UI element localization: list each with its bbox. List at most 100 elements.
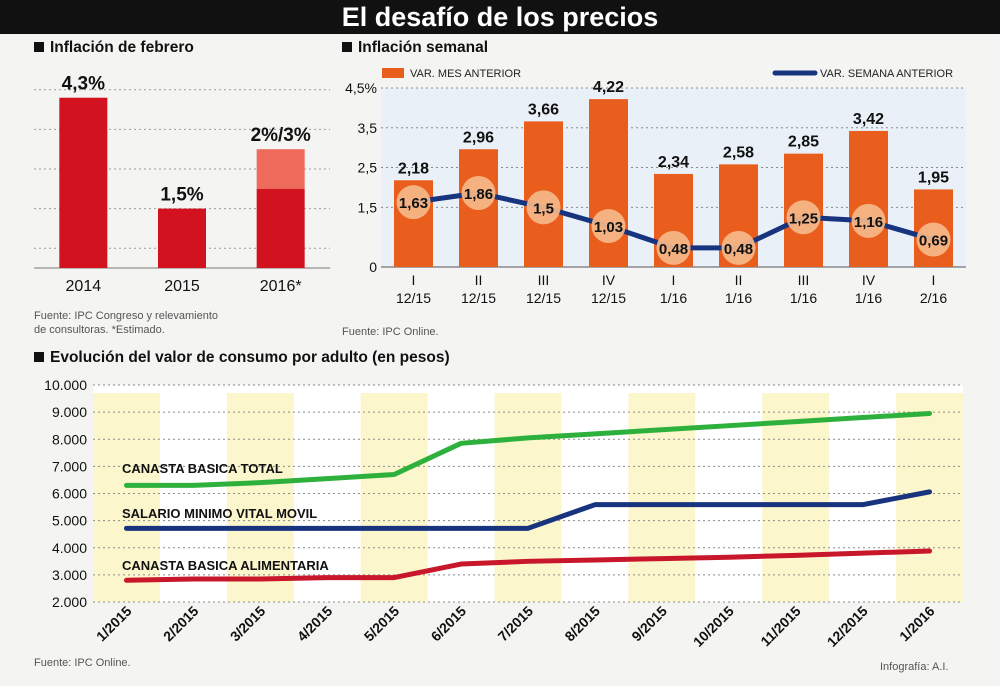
y-tick-label: 5.000 bbox=[52, 513, 87, 529]
evolucion-title: Evolución del valor de consumo por adult… bbox=[50, 349, 450, 366]
line-point bbox=[656, 230, 691, 265]
semanal-title-block: Inflación semanal bbox=[342, 39, 488, 57]
evolucion-title-block: Evolución del valor de consumo por adult… bbox=[34, 349, 450, 367]
tick-label: II bbox=[475, 272, 483, 288]
line-point bbox=[721, 230, 756, 265]
evolucion-source: Fuente: IPC Online. bbox=[34, 657, 131, 669]
line-value-label: 1,03 bbox=[594, 219, 623, 236]
bar-value-label: 4,22 bbox=[593, 79, 624, 96]
series-label: CANASTA BASICA ALIMENTARIA bbox=[122, 558, 329, 573]
line-point bbox=[526, 190, 561, 225]
tick-label: IV bbox=[602, 272, 616, 288]
bar-value-label: 3,42 bbox=[853, 111, 884, 128]
tick-label: III bbox=[538, 272, 550, 288]
bar bbox=[158, 208, 206, 268]
y-tick-label: 2,5 bbox=[358, 160, 378, 176]
bar bbox=[256, 188, 305, 268]
tick-label: 12/15 bbox=[461, 290, 496, 306]
semanal-source: Fuente: IPC Online. bbox=[342, 326, 439, 338]
column-band bbox=[494, 393, 562, 602]
tick-label: 7/2015 bbox=[495, 603, 537, 645]
column-band bbox=[628, 393, 696, 602]
tick-label: 10/2015 bbox=[690, 603, 737, 650]
febrero-title-block: Inflación de febrero bbox=[34, 39, 194, 57]
bar-value-label: 1,95 bbox=[918, 169, 949, 186]
y-tick-label: 7.000 bbox=[52, 458, 87, 474]
y-tick-label: 1,5 bbox=[358, 199, 378, 215]
section-square-icon bbox=[34, 352, 44, 362]
tick-label: 1/16 bbox=[725, 290, 752, 306]
tick-label: 2015 bbox=[164, 278, 200, 295]
tick-label: 1/16 bbox=[790, 290, 817, 306]
line-point bbox=[461, 176, 496, 211]
data-label: 1,5% bbox=[160, 185, 203, 206]
main-title: El desafío de los precios bbox=[341, 2, 659, 32]
tick-label: 12/15 bbox=[526, 290, 561, 306]
febrero-title: Inflación de febrero bbox=[50, 39, 194, 56]
series-label: SALARIO MINIMO VITAL MOVIL bbox=[122, 506, 317, 521]
y-tick-label: 9.000 bbox=[52, 404, 87, 420]
legend-swatch bbox=[382, 68, 404, 78]
bar-value-label: 2,18 bbox=[398, 160, 429, 177]
line-point bbox=[916, 222, 951, 257]
tick-label: 9/2015 bbox=[628, 603, 670, 645]
legend-label: VAR. MES ANTERIOR bbox=[410, 68, 521, 80]
tick-label: 1/16 bbox=[660, 290, 687, 306]
tick-label: I bbox=[932, 272, 936, 288]
tick-label: 2/16 bbox=[920, 290, 947, 306]
line-value-label: 0,69 bbox=[919, 233, 948, 250]
y-tick-label: 3,5 bbox=[358, 120, 378, 136]
febrero-source: Fuente: IPC Congreso y relevamiento de c… bbox=[34, 309, 218, 337]
tick-label: 1/16 bbox=[855, 290, 882, 306]
credit: Infografía: A.I. bbox=[880, 661, 949, 673]
header-bar: El desafío de los precios bbox=[0, 0, 1000, 34]
y-tick-label: 4.000 bbox=[52, 540, 87, 556]
bar bbox=[849, 130, 888, 267]
column-band bbox=[360, 393, 428, 602]
febrero-source-line: de consultoras. *Estimado. bbox=[34, 324, 165, 336]
line-value-label: 0,48 bbox=[659, 241, 688, 258]
line-point bbox=[591, 209, 626, 244]
tick-label: 2014 bbox=[66, 278, 102, 295]
tick-label: 1/2016 bbox=[896, 603, 938, 645]
tick-label: 11/2015 bbox=[757, 603, 804, 650]
tick-label: 12/15 bbox=[396, 290, 431, 306]
line-value-label: 1,16 bbox=[854, 214, 883, 231]
y-tick-label: 10.000 bbox=[44, 377, 87, 393]
y-tick-label: 8.000 bbox=[52, 431, 87, 447]
line-value-label: 0,48 bbox=[724, 241, 753, 258]
tick-label: 6/2015 bbox=[428, 603, 470, 645]
febrero-source-line: Fuente: IPC Congreso y relevamiento bbox=[34, 310, 219, 322]
tick-label: 12/15 bbox=[591, 290, 626, 306]
line-point bbox=[851, 203, 886, 238]
tick-label: II bbox=[735, 272, 743, 288]
y-tick-label: 0 bbox=[369, 259, 377, 275]
y-tick-label: 6.000 bbox=[52, 486, 87, 502]
line-point bbox=[786, 200, 821, 235]
y-tick-label: 3.000 bbox=[52, 567, 87, 583]
bar-value-label: 2,58 bbox=[723, 144, 754, 161]
tick-label: I bbox=[672, 272, 676, 288]
line-value-label: 1,63 bbox=[399, 195, 428, 212]
line-value-label: 1,25 bbox=[789, 210, 818, 227]
bar-value-label: 3,66 bbox=[528, 101, 559, 118]
tick-label: 5/2015 bbox=[361, 603, 403, 645]
section-square-icon bbox=[34, 42, 44, 52]
bar-value-label: 2,96 bbox=[463, 129, 494, 146]
column-band bbox=[762, 393, 830, 602]
tick-label: IV bbox=[862, 272, 876, 288]
tick-label: 2/2015 bbox=[160, 603, 202, 645]
tick-label: 12/2015 bbox=[824, 603, 871, 650]
bar bbox=[59, 97, 108, 268]
bar-value-label: 2,85 bbox=[788, 134, 819, 151]
line-value-label: 1,5 bbox=[533, 200, 554, 217]
tick-label: 8/2015 bbox=[561, 603, 603, 645]
series-line bbox=[123, 489, 933, 531]
legend-label: VAR. SEMANA ANTERIOR bbox=[820, 68, 953, 80]
y-tick-label: 4,5% bbox=[345, 80, 377, 96]
line-point bbox=[396, 185, 431, 220]
series-line bbox=[123, 548, 933, 583]
